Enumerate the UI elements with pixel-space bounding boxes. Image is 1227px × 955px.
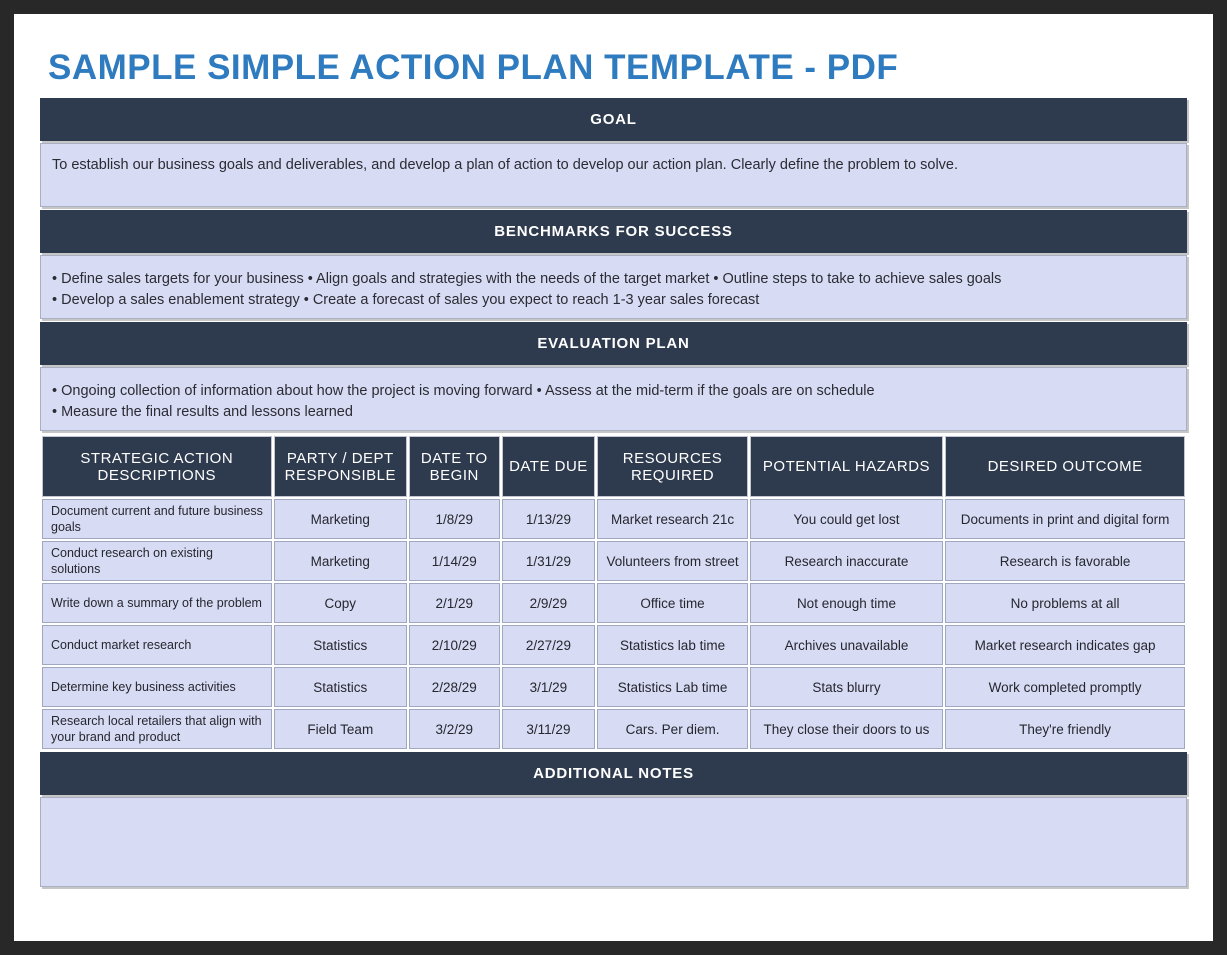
table-cell: Document current and future business goa…	[42, 499, 272, 539]
table-row: Conduct research on existing solutions Ma…	[42, 541, 1185, 581]
table-cell: Marketing	[273, 499, 408, 539]
table-header-row: STRATEGIC ACTION DESCRIPTIONS PARTY / DEP…	[42, 436, 1185, 497]
table-cell: Not enough time	[749, 583, 944, 623]
evaluation-section-header: EVALUATION PLAN	[40, 322, 1187, 365]
table-cell: Research inaccurate	[749, 541, 944, 581]
notes-section-text	[40, 797, 1187, 887]
table-cell: 3/1/29	[501, 667, 596, 707]
evaluation-line: • Measure the final results and lessons …	[52, 404, 353, 420]
table-cell: Stats blurry	[749, 667, 944, 707]
column-header: PARTY / DEPT RESPONSIBLE	[273, 436, 408, 497]
table-cell: 2/28/29	[409, 667, 500, 707]
action-plan-table: STRATEGIC ACTION DESCRIPTIONS PARTY / DEP…	[40, 434, 1187, 751]
goal-section-text: To establish our business goals and deli…	[40, 143, 1187, 207]
table-cell: 1/8/29	[409, 499, 500, 539]
table-row: Conduct market research Statistics 2/10/29…	[42, 625, 1185, 665]
table-cell: They close their doors to us	[749, 709, 944, 749]
column-header: DATE DUE	[501, 436, 596, 497]
page-title: SAMPLE SIMPLE ACTION PLAN TEMPLATE - PDF	[48, 48, 899, 87]
evaluation-section-text: • Ongoing collection of information abou…	[40, 367, 1187, 431]
document-page: SAMPLE SIMPLE ACTION PLAN TEMPLATE - PDF…	[14, 14, 1213, 941]
table-cell: 3/2/29	[409, 709, 500, 749]
table-cell: Conduct research on existing solutions	[42, 541, 272, 581]
table-cell: Write down a summary of the problem	[42, 583, 272, 623]
table-cell: 2/1/29	[409, 583, 500, 623]
column-header: RESOURCES REQUIRED	[597, 436, 748, 497]
table-cell: You could get lost	[749, 499, 944, 539]
table-cell: They're friendly	[945, 709, 1185, 749]
table-cell: Statistics Lab time	[597, 667, 748, 707]
table-cell: Work completed promptly	[945, 667, 1185, 707]
table-cell: Research local retailers that align with…	[42, 709, 272, 749]
table-cell: Research is favorable	[945, 541, 1185, 581]
table-cell: Conduct market research	[42, 625, 272, 665]
table-cell: Volunteers from street	[597, 541, 748, 581]
table-cell: Office time	[597, 583, 748, 623]
table-cell: 2/27/29	[501, 625, 596, 665]
benchmarks-line: • Define sales targets for your business…	[52, 271, 1002, 287]
table-cell: 1/31/29	[501, 541, 596, 581]
table-cell: Copy	[273, 583, 408, 623]
table-cell: 3/11/29	[501, 709, 596, 749]
table-cell: Statistics	[273, 625, 408, 665]
table-row: Determine key business activities Statist…	[42, 667, 1185, 707]
column-header: POTENTIAL HAZARDS	[749, 436, 944, 497]
action-table-head: STRATEGIC ACTION DESCRIPTIONS PARTY / DEP…	[42, 436, 1185, 497]
table-row: Write down a summary of the problem Copy 2…	[42, 583, 1185, 623]
table-cell: 1/14/29	[409, 541, 500, 581]
table-cell: Statistics lab time	[597, 625, 748, 665]
table-cell: No problems at all	[945, 583, 1185, 623]
table-cell: 1/13/29	[501, 499, 596, 539]
benchmarks-section-text: • Define sales targets for your business…	[40, 255, 1187, 319]
table-cell: Archives unavailable	[749, 625, 944, 665]
table-cell: 2/9/29	[501, 583, 596, 623]
benchmarks-section-header: BENCHMARKS FOR SUCCESS	[40, 210, 1187, 253]
table-cell: 2/10/29	[409, 625, 500, 665]
column-header: STRATEGIC ACTION DESCRIPTIONS	[42, 436, 272, 497]
action-table-body: Document current and future business goa…	[42, 499, 1185, 749]
table-cell: Determine key business activities	[42, 667, 272, 707]
column-header: DATE TO BEGIN	[409, 436, 500, 497]
evaluation-line: • Ongoing collection of information abou…	[52, 383, 875, 399]
notes-section-header: ADDITIONAL NOTES	[40, 752, 1187, 795]
table-cell: Statistics	[273, 667, 408, 707]
table-cell: Field Team	[273, 709, 408, 749]
column-header: DESIRED OUTCOME	[945, 436, 1185, 497]
table-cell: Marketing	[273, 541, 408, 581]
table-cell: Documents in print and digital form	[945, 499, 1185, 539]
table-cell: Market research indicates gap	[945, 625, 1185, 665]
goal-section-header: GOAL	[40, 98, 1187, 141]
table-row: Research local retailers that align with…	[42, 709, 1185, 749]
table-cell: Cars. Per diem.	[597, 709, 748, 749]
benchmarks-line: • Develop a sales enablement strategy • …	[52, 292, 760, 308]
table-cell: Market research 21c	[597, 499, 748, 539]
table-row: Document current and future business goa…	[42, 499, 1185, 539]
